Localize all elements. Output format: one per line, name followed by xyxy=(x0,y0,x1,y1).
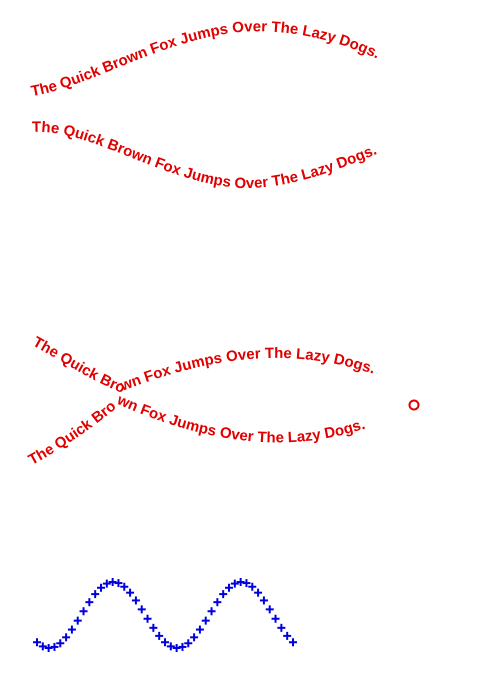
wave-text-group-upper: The Quick Brown Fox Jumps Over The Lazy … xyxy=(30,18,383,192)
plus-marker xyxy=(38,642,47,651)
plus-marker xyxy=(131,596,140,605)
plus-marker xyxy=(242,579,251,588)
plus-marker xyxy=(207,607,216,616)
plus-marker xyxy=(225,583,233,592)
descending-wave-text: The Quick Brown Fox Jumps Over The Lazy … xyxy=(30,334,377,397)
plus-marker xyxy=(230,579,239,588)
valley-text-top: The Quick Brown Fox Jumps Over The Lazy … xyxy=(32,119,379,192)
plus-marker xyxy=(213,598,222,607)
plus-marker xyxy=(62,633,71,642)
plus-marker xyxy=(259,596,268,605)
plus-marker xyxy=(184,639,193,648)
plus-marker xyxy=(137,605,146,614)
plus-marker xyxy=(155,631,164,640)
plus-marker xyxy=(102,579,111,588)
plus-marker xyxy=(283,631,292,640)
wave-text-group-lower: The Quick Brown Fox Jumps Over The Lazy … xyxy=(26,334,420,469)
plus-marker xyxy=(254,588,263,597)
plus-marker xyxy=(50,642,59,651)
plus-marker xyxy=(195,625,204,634)
plus-marker xyxy=(271,614,280,623)
plus-marker xyxy=(91,590,100,599)
plus-marker xyxy=(33,638,41,647)
circle-marker xyxy=(408,399,420,411)
sine-marker-series xyxy=(33,578,297,652)
plus-marker xyxy=(67,625,76,634)
plus-marker xyxy=(97,583,105,592)
plus-marker xyxy=(85,598,94,607)
plus-marker xyxy=(56,639,65,648)
plus-marker xyxy=(79,607,88,616)
ascending-wave-text: The Quick Brown Fox Jumps Over The Lazy … xyxy=(26,391,367,469)
plus-marker xyxy=(248,582,257,591)
plus-marker xyxy=(166,642,175,651)
plus-marker xyxy=(190,633,199,642)
plus-marker xyxy=(120,582,129,591)
plus-marker xyxy=(277,623,286,632)
plus-marker xyxy=(108,578,117,587)
plus-marker xyxy=(149,623,158,632)
plus-marker xyxy=(265,605,274,614)
plus-marker xyxy=(219,590,228,599)
plus-marker xyxy=(178,642,187,651)
plus-marker xyxy=(143,614,152,623)
plus-marker xyxy=(201,616,210,625)
plus-marker xyxy=(114,579,123,588)
plus-marker xyxy=(289,638,297,647)
plus-marker xyxy=(44,643,53,652)
plus-marker xyxy=(126,588,135,597)
plus-marker xyxy=(172,643,181,652)
arch-text-top: The Quick Brown Fox Jumps Over The Lazy … xyxy=(30,18,383,100)
plus-marker xyxy=(73,616,82,625)
plus-marker xyxy=(236,578,245,587)
plus-marker xyxy=(161,638,169,647)
